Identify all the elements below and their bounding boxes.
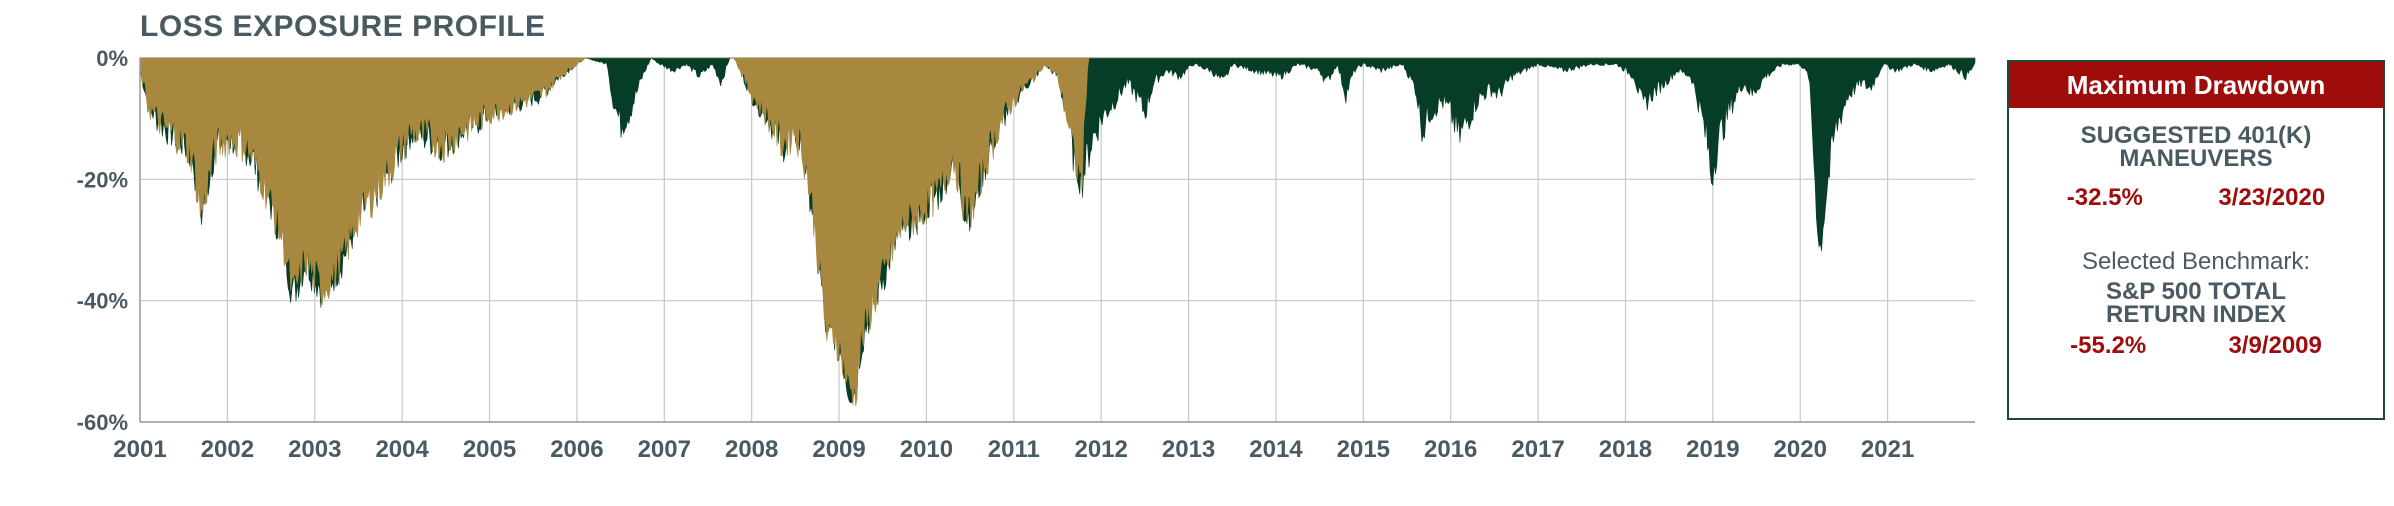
x-tick-label: 2011 xyxy=(988,436,1040,463)
axis-layer: 0% -20% -40% -60%2001 2002 2003 2004 2005 2006 20… xyxy=(77,46,1975,463)
chart-title: LOSS EXPOSURE PROFILE xyxy=(140,10,546,43)
x-tick-label: 2014 xyxy=(1249,436,1303,463)
benchmark-name-line1: S&P 500 TOTAL xyxy=(2105,278,2287,305)
x-tick-label: 2020 xyxy=(1774,436,1827,463)
y-tick-label: -60% xyxy=(77,410,128,435)
benchmark-name-line2: RETURN INDEX xyxy=(2105,301,2286,328)
y-tick-label: 0% xyxy=(96,46,128,71)
x-tick-label: 2006 xyxy=(550,436,603,463)
x-tick-label: 2019 xyxy=(1686,436,1739,463)
y-tick-label: -40% xyxy=(77,289,128,314)
strategy-drawdown-row: -32.5% 3/23/2020 xyxy=(2009,184,2383,212)
x-tick-label: 2008 xyxy=(725,436,778,463)
benchmark-drawdown-row: -55.2% 3/9/2009 xyxy=(2009,332,2383,360)
panel-header: Maximum Drawdown xyxy=(2009,62,2383,108)
benchmark-drawdown-value: -55.2% xyxy=(2070,332,2147,359)
strategy-drawdown-date: 3/23/2020 xyxy=(2218,184,2326,211)
x-tick-label: 2012 xyxy=(1074,436,1127,463)
strategy-name-line2: MANEUVERS xyxy=(2119,145,2273,172)
strategy-drawdown-area xyxy=(139,57,1975,407)
benchmark-drawdown-date: 3/9/2009 xyxy=(2228,332,2322,359)
x-tick-label: 2021 xyxy=(1861,436,1914,463)
x-tick-label: 2018 xyxy=(1599,436,1652,463)
x-tick-label: 2005 xyxy=(463,436,516,463)
x-tick-label: 2002 xyxy=(201,436,254,463)
strategy-name-line1: SUGGESTED 401(K) xyxy=(2080,122,2312,149)
x-tick-label: 2004 xyxy=(375,436,429,463)
max-drawdown-panel: Maximum Drawdown SUGGESTED 401(K) MANEUV… xyxy=(2007,60,2385,420)
area-layer xyxy=(139,57,1976,407)
y-tick-label: -20% xyxy=(77,167,128,192)
x-tick-label: 2009 xyxy=(812,436,865,463)
x-tick-label: 2017 xyxy=(1511,436,1564,463)
x-tick-label: 2016 xyxy=(1424,436,1477,463)
loss-exposure-chart: 0% -20% -40% -60%2001 2002 2003 2004 2005 2006 20… xyxy=(77,46,1976,463)
x-tick-label: 2007 xyxy=(638,436,691,463)
x-tick-label: 2010 xyxy=(900,436,953,463)
strategy-drawdown-value: -32.5% xyxy=(2066,184,2143,211)
grid-layer xyxy=(140,57,1975,423)
x-tick-label: 2013 xyxy=(1162,436,1215,463)
benchmark-intro: Selected Benchmark: xyxy=(2081,248,2311,275)
x-tick-label: 2003 xyxy=(288,436,341,463)
x-tick-label: 2015 xyxy=(1337,436,1390,463)
x-tick-label: 2001 xyxy=(113,436,166,463)
